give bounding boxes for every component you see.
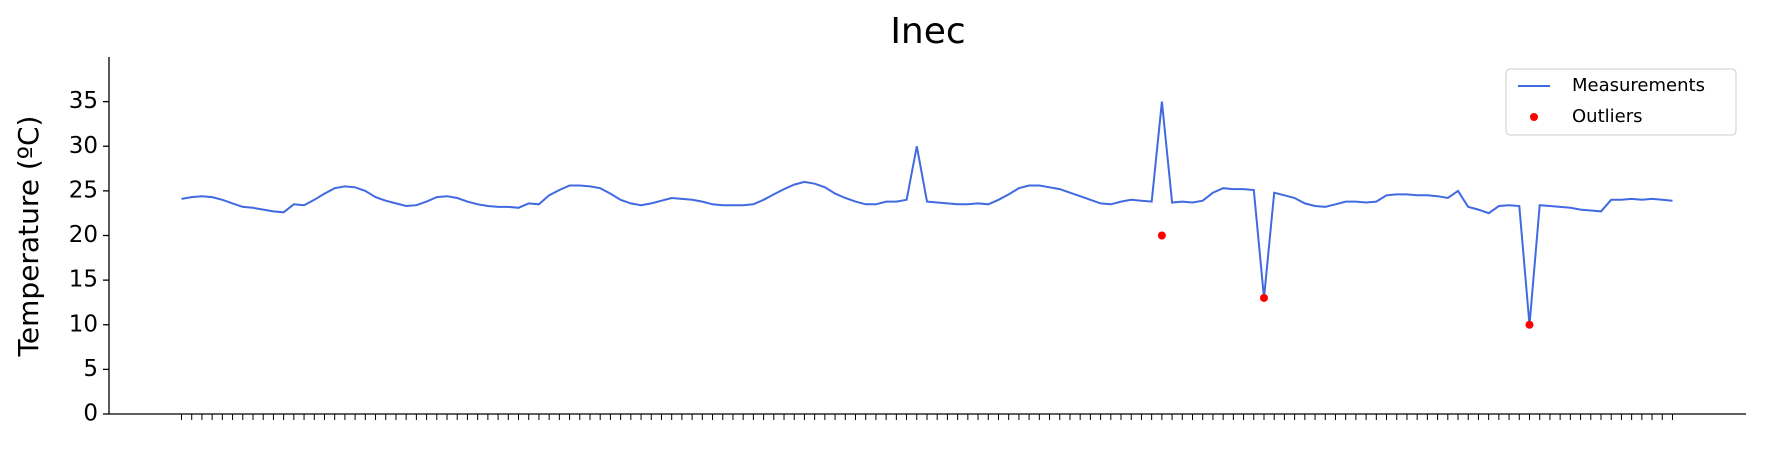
legend-label: Outliers bbox=[1572, 106, 1643, 127]
outlier-point bbox=[1525, 320, 1534, 329]
y-tick-label: 20 bbox=[69, 222, 98, 248]
y-tick-label: 25 bbox=[69, 177, 98, 203]
legend-dot bbox=[1530, 113, 1538, 121]
y-tick-label: 35 bbox=[69, 88, 98, 114]
y-tick-label: 10 bbox=[69, 311, 98, 337]
y-axis-label: Temperature (ºC) bbox=[12, 116, 45, 358]
legend-box bbox=[1505, 68, 1737, 136]
legend-label: Measurements bbox=[1572, 75, 1705, 96]
y-tick-label: 15 bbox=[69, 267, 98, 293]
y-tick-label: 30 bbox=[69, 133, 98, 159]
line bbox=[181, 101, 1673, 325]
y-tick-label: 0 bbox=[83, 401, 98, 427]
outlier-point bbox=[1157, 231, 1166, 240]
outlier-point bbox=[1259, 293, 1268, 302]
y-tick-label: 5 bbox=[83, 356, 98, 382]
chart-title: Inec bbox=[890, 11, 965, 52]
